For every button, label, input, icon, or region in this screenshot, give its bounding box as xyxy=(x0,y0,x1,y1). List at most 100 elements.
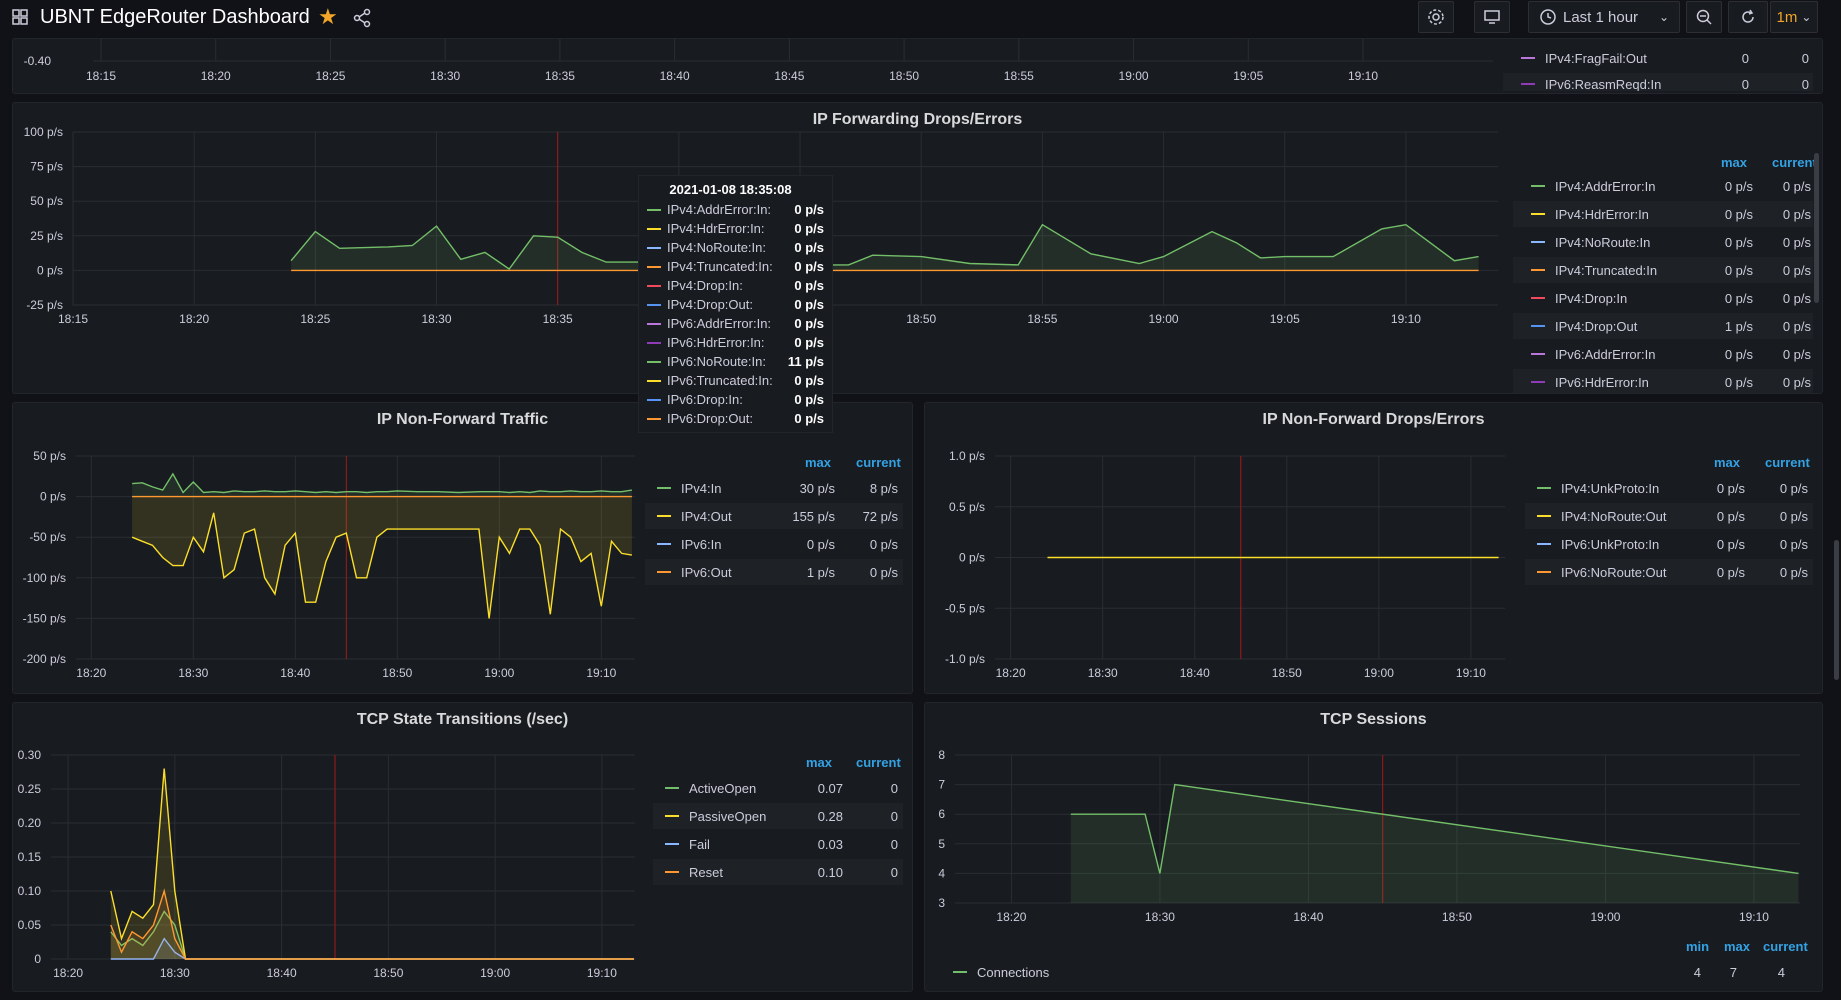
legend-series-name: IPv4:UnkProto:In xyxy=(1561,480,1660,496)
chart-ip-nonforward-drops[interactable]: 1.0 p/s 0.5 p/s 0 p/s -0.5 p/s -1.0 p/s 18:20… xyxy=(925,403,1525,695)
series-swatch xyxy=(1537,571,1551,573)
panel-title[interactable]: TCP State Transitions (/sec) xyxy=(356,711,569,728)
panel-title[interactable]: IP Non-Forward Traffic xyxy=(376,411,549,428)
tooltip-series-name: IPv4:Truncated:In: xyxy=(667,259,773,274)
dashboard-navbar: UBNT EdgeRouter Dashboard ★ Last 1 hour … xyxy=(0,0,1841,38)
panel-title[interactable]: TCP Sessions xyxy=(1320,711,1427,728)
series-swatch xyxy=(647,379,661,382)
legend-series-name: Connections xyxy=(977,964,1050,980)
series-area xyxy=(110,911,634,959)
series-area xyxy=(110,891,634,959)
panel-title[interactable]: IP Forwarding Drops/Errors xyxy=(812,111,1023,128)
legend-row[interactable]: Connections 4 7 4 xyxy=(925,959,1805,985)
legend-max: 0.07 xyxy=(817,780,843,796)
legend-row[interactable]: IPv4:NoRoute:Out 0 p/s 0 p/s xyxy=(1525,503,1813,529)
legend-row[interactable]: IPv6:UnkProto:In 0 p/s 0 p/s xyxy=(1525,531,1813,557)
legend-scrollbar[interactable] xyxy=(1814,153,1819,303)
refresh-interval-picker[interactable]: 1m ⌄ xyxy=(1770,1,1818,33)
legend-series-name: IPv4:Drop:In xyxy=(1555,290,1628,306)
series-swatch xyxy=(647,227,661,230)
y-tick-label: 50 p/s xyxy=(30,194,63,208)
legend-header-current[interactable]: current xyxy=(856,455,901,470)
legend-series-name: IPv6:In xyxy=(681,536,722,552)
legend-row[interactable]: IPv6:HdrError:In 0 p/s 0 p/s xyxy=(1513,369,1813,393)
legend-header-max[interactable]: max xyxy=(805,455,832,470)
legend-row[interactable]: PassiveOpen 0.28 0 xyxy=(653,803,903,829)
tooltip-row: IPv4:HdrError:In: 0 p/s xyxy=(647,219,824,238)
legend-row[interactable]: IPv4:UnkProto:In 0 p/s 0 p/s xyxy=(1525,475,1813,501)
legend-header-max[interactable]: max xyxy=(1724,939,1751,954)
y-tick-label: 8 xyxy=(938,748,945,762)
legend-row[interactable]: IPv6:AddrError:In 0 p/s 0 p/s xyxy=(1513,341,1813,367)
legend-max: 0 p/s xyxy=(1716,480,1745,496)
tooltip-series-name: IPv4:NoRoute:In: xyxy=(667,240,766,255)
legend-header-max[interactable]: max xyxy=(806,755,833,770)
refresh-button[interactable] xyxy=(1728,1,1768,33)
legend-max: 0 p/s xyxy=(1724,290,1753,306)
legend-row[interactable]: IPv4:Truncated:In 0 p/s 0 p/s xyxy=(1513,257,1813,283)
legend-series-name: IPv4:NoRoute:In xyxy=(1555,234,1651,250)
x-tick-label: 18:20 xyxy=(76,666,106,680)
series-area xyxy=(291,224,1479,271)
time-range-picker[interactable]: Last 1 hour ⌄ xyxy=(1528,1,1680,33)
x-tick-label: 18:50 xyxy=(382,666,412,680)
series-swatch xyxy=(657,571,671,573)
x-tick-label: 18:20 xyxy=(996,910,1026,924)
legend-row[interactable]: IPv4:In 30 p/s 8 p/s xyxy=(645,475,903,501)
chart-tcp-sessions[interactable]: 8 7 6 5 4 3 18:20 18:30 18:40 18:50 19:00 19:10 xyxy=(925,703,1824,943)
legend-row[interactable]: IPv6:Out 1 p/s 0 p/s xyxy=(645,559,903,585)
legend-row[interactable]: Fail 0.03 0 xyxy=(653,831,903,857)
y-tick-label: -50 p/s xyxy=(29,530,66,544)
legend-row[interactable]: IPv4:Drop:In 0 p/s 0 p/s xyxy=(1513,285,1813,311)
tooltip-row: IPv6:AddrError:In: 0 p/s xyxy=(647,314,824,333)
legend-series-name: PassiveOpen xyxy=(689,808,767,824)
chart-tcp-state-transitions[interactable]: 0.30 0.25 0.20 0.15 0.10 0.05 0 18:20 18:30 18:40… xyxy=(13,703,653,993)
panel-title[interactable]: IP Non-Forward Drops/Errors xyxy=(1262,411,1485,428)
legend-row[interactable]: IPv6:ReasmReqd:In 0 0 xyxy=(1503,73,1813,91)
series-swatch xyxy=(1531,241,1545,243)
page-scrollbar[interactable] xyxy=(1834,540,1839,680)
settings-button[interactable] xyxy=(1418,1,1454,33)
dashboard-title[interactable]: UBNT EdgeRouter Dashboard xyxy=(40,6,310,28)
series-line xyxy=(290,223,1479,270)
legend-row[interactable]: Reset 0.10 0 xyxy=(653,859,903,885)
x-tick-label: 18:15 xyxy=(86,69,116,83)
y-tick-label: -25 p/s xyxy=(26,298,63,312)
legend-row[interactable]: IPv6:NoRoute:Out 0 p/s 0 p/s xyxy=(1525,559,1813,585)
legend-header-current[interactable]: current xyxy=(1772,155,1817,170)
series-swatch xyxy=(665,815,679,817)
dashboards-grid-icon[interactable] xyxy=(12,9,28,25)
series-swatch xyxy=(647,303,661,306)
legend-row[interactable]: IPv4:Drop:Out 1 p/s 0 p/s xyxy=(1513,313,1813,339)
legend-header-max[interactable]: max xyxy=(1721,155,1748,170)
panel-ip-nonforward-drops: IP Non-Forward Drops/Errors 1.0 p/s 0.5 p… xyxy=(924,402,1823,694)
legend-header-max[interactable]: max xyxy=(1714,455,1741,470)
legend-series-name: IPv6:NoRoute:Out xyxy=(1561,564,1667,580)
legend-header-current[interactable]: current xyxy=(1763,939,1808,954)
legend-header-min[interactable]: min xyxy=(1686,939,1710,954)
chart-ip-nonforward-traffic[interactable]: 50 p/s 0 p/s -50 p/s -100 p/s -150 p/s -200 p… xyxy=(13,403,643,695)
series-area xyxy=(110,768,634,959)
share-icon[interactable] xyxy=(352,8,372,28)
x-tick-label: 18:30 xyxy=(178,666,208,680)
legend-row[interactable]: IPv4:NoRoute:In 0 p/s 0 p/s xyxy=(1513,229,1813,255)
y-tick-label: 5 xyxy=(938,837,945,851)
tooltip-row: IPv6:Truncated:In: 0 p/s xyxy=(647,371,824,390)
series-swatch xyxy=(647,246,661,249)
legend-row[interactable]: IPv6:In 0 p/s 0 p/s xyxy=(645,531,903,557)
tooltip-series-name: IPv4:Drop:In: xyxy=(667,278,743,293)
legend-row[interactable]: IPv4:AddrError:In 0 p/s 0 p/s xyxy=(1513,173,1813,199)
legend-max: 0 p/s xyxy=(1716,564,1745,580)
legend-row[interactable]: ActiveOpen 0.07 0 xyxy=(653,775,903,801)
star-icon[interactable]: ★ xyxy=(318,4,338,29)
legend-row[interactable]: IPv4:Out 155 p/s 72 p/s xyxy=(645,503,903,529)
legend-header-current[interactable]: current xyxy=(1765,455,1810,470)
y-tick-label: 50 p/s xyxy=(33,449,66,463)
legend-header-current[interactable]: current xyxy=(856,755,901,770)
legend-current: 0 p/s xyxy=(1782,206,1811,222)
y-tick-label: 0 p/s xyxy=(40,490,66,504)
legend-row[interactable]: IPv4:FragFail:Out 0 0 xyxy=(1503,45,1813,71)
tv-mode-button[interactable] xyxy=(1474,1,1510,33)
zoom-out-button[interactable] xyxy=(1686,1,1722,33)
legend-row[interactable]: IPv4:HdrError:In 0 p/s 0 p/s xyxy=(1513,201,1813,227)
